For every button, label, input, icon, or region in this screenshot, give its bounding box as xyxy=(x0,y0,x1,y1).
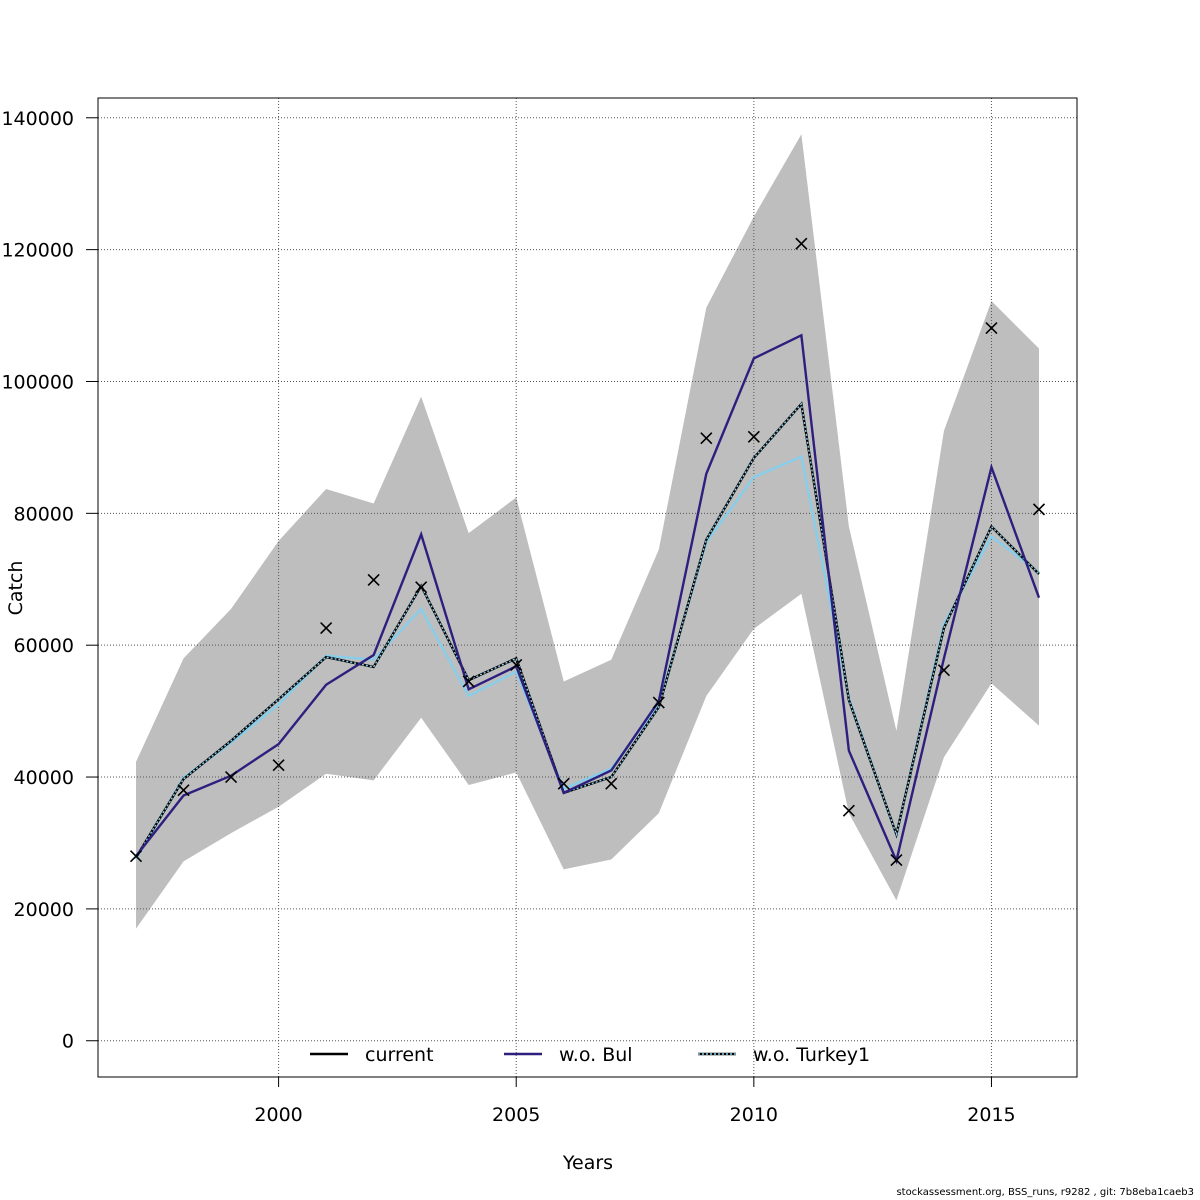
observed-point xyxy=(510,658,523,672)
x-tick-label: 2000 xyxy=(254,1104,302,1126)
observed-point xyxy=(937,664,950,677)
observed-point xyxy=(367,573,380,586)
series-layer xyxy=(134,333,1041,865)
observed-point xyxy=(462,675,475,688)
observed-point xyxy=(795,237,808,250)
observed-point xyxy=(747,430,760,443)
y-tick-label: 60000 xyxy=(14,635,74,657)
legend-entry-w-o-turkey1: w.o. Turkey1 xyxy=(698,1044,870,1066)
y-tick-label: 40000 xyxy=(14,767,74,789)
series-line-w-o-turkey1-dotted xyxy=(135,402,1040,858)
observed-point xyxy=(985,322,998,335)
observed-point xyxy=(1032,503,1046,516)
legend-label: w.o. Turkey1 xyxy=(753,1044,870,1066)
observed-points-layer xyxy=(129,237,1046,867)
legend-label: w.o. Bul xyxy=(559,1044,633,1066)
plot-frame xyxy=(97,97,1078,1078)
observed-point xyxy=(129,850,143,863)
legend-entry-w-o-bul: w.o. Bul xyxy=(504,1044,633,1066)
y-tick-label: 80000 xyxy=(14,503,74,525)
y-tick-label: 120000 xyxy=(1,240,74,262)
observed-point xyxy=(605,777,618,790)
grid-layer xyxy=(98,98,1077,1077)
y-tick-label: 20000 xyxy=(14,899,74,921)
observed-point xyxy=(177,784,190,797)
y-tick-label: 140000 xyxy=(1,108,74,130)
x-tick-label: 2015 xyxy=(967,1104,1015,1126)
footer-credit: stockassessment.org, BSS_runs, r9282 , g… xyxy=(896,1187,1194,1198)
x-tick-label: 2005 xyxy=(492,1104,540,1126)
observed-point xyxy=(557,777,570,790)
legend-entry-current: current xyxy=(310,1044,434,1066)
y-axis-title: Catch xyxy=(5,561,27,616)
x-axis: 2000 2005 2010 2015 xyxy=(254,1077,1016,1126)
observed-point xyxy=(320,621,333,635)
observed-point xyxy=(272,759,285,772)
observed-point xyxy=(415,581,428,594)
y-tick-label: 100000 xyxy=(1,371,74,393)
y-axis: 0 20000 40000 60000 80000 100000 120000 140000 xyxy=(1,108,98,1053)
observed-point xyxy=(652,696,665,709)
observed-point xyxy=(842,804,855,817)
legend: current w.o. Bul w.o. Turkey1 xyxy=(310,1044,870,1066)
confidence-band-layer xyxy=(136,134,1039,929)
observed-point xyxy=(890,854,903,867)
x-tick-label: 2010 xyxy=(730,1104,778,1126)
series-line-w-o-bul xyxy=(135,333,1041,865)
confidence-band xyxy=(136,134,1039,929)
y-tick-label: 0 xyxy=(62,1031,74,1053)
observed-point xyxy=(700,432,713,445)
legend-label: current xyxy=(365,1044,434,1066)
x-axis-title: Years xyxy=(562,1152,613,1174)
observed-point xyxy=(225,770,238,784)
